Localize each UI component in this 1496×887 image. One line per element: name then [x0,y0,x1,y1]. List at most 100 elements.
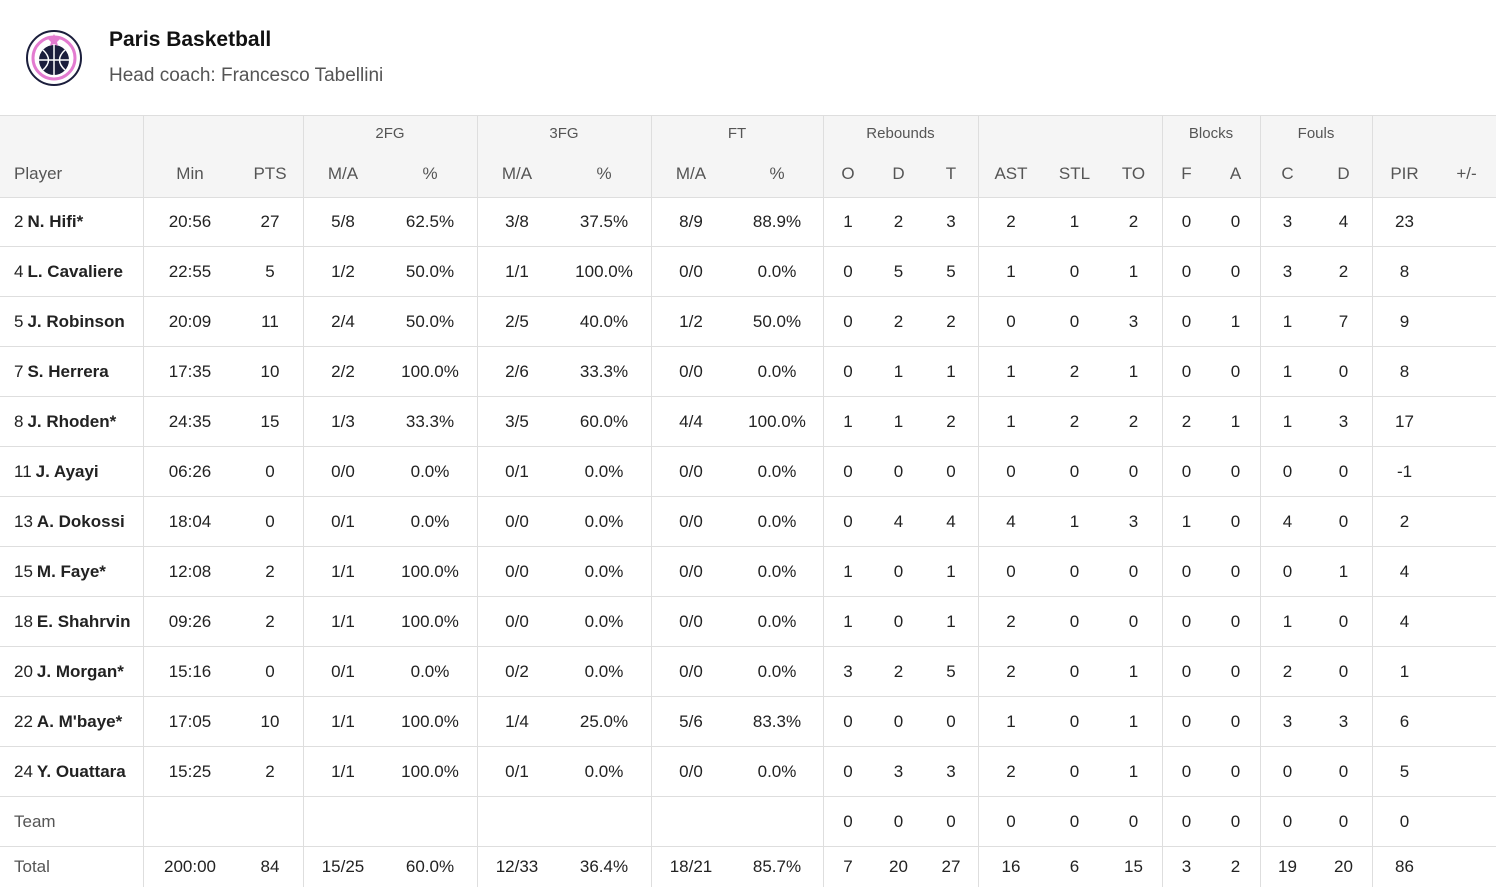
stat-cell: 0 [1230,362,1241,381]
column-header: M/A [327,163,359,183]
stat-cell: 1/2 [331,262,355,281]
stat-cell: 0 [1230,562,1241,581]
stat-cell: 1/1 [505,262,529,281]
stat-cell: 1 [1282,612,1293,631]
stat-cell: 1/4 [505,712,529,731]
stat-cell: 0 [843,512,853,531]
stat-cell: 200:00 [164,857,216,876]
stat-cell: 16 [1001,857,1021,876]
stat-cell: 0 [1338,662,1349,681]
stat-cell: 1 [1282,312,1293,331]
row-divider [0,446,1496,447]
stat-cell: 0.0% [757,762,797,781]
stat-cell: 0 [1069,262,1080,281]
stat-cell: 18:04 [168,512,212,531]
stat-cell: 1/2 [679,312,703,331]
stat-cell: 0.0% [410,512,450,531]
stat-cell: 23 [1395,212,1414,231]
stat-cell: 1 [1006,712,1016,731]
player-cell: 7 S. Herrera [0,347,143,397]
player-number: 15 [14,562,33,581]
row-divider [0,296,1496,297]
stat-cell: 33.3% [579,362,629,381]
stat-cell: 1 [1006,362,1016,381]
stat-cell: 0 [893,812,904,831]
stat-cell: 0/1 [331,512,355,531]
stat-cell: 1 [1069,212,1080,231]
stat-cell: 0.0% [584,512,624,531]
stat-cell: 2 [1282,662,1293,681]
stat-cell: 0 [1282,462,1293,481]
stat-cell: 0 [265,512,275,531]
column-separator [1260,115,1261,887]
stat-cell: 0 [1069,712,1080,731]
stat-cell: 0.0% [410,462,450,481]
column-header: +/- [1456,163,1477,183]
stat-cell: 17:35 [168,362,212,381]
column-separator [978,115,979,887]
row-divider [0,646,1496,647]
team-logo [26,30,82,86]
stat-cell: 0.0% [584,462,624,481]
stat-cell: 3 [1282,212,1293,231]
column-header: Min [176,163,204,183]
stat-cell: 27 [260,212,280,231]
column-group-header: Blocks [1188,125,1234,142]
stat-cell: 1/1 [331,762,355,781]
column-separator [143,115,144,887]
stat-cell: 0 [1181,262,1192,281]
stat-cell: 0/0 [679,562,703,581]
stat-cell: 1 [843,412,853,431]
stat-cell: 0 [1181,362,1192,381]
stat-cell: 0.0% [757,362,797,381]
stat-cell: 4/4 [679,412,703,431]
stat-cell: 5/6 [679,712,703,731]
player-cell: 24 Y. Ouattara [0,747,143,797]
stat-cell: 0 [1181,212,1192,231]
player-name: A. Dokossi [36,512,125,531]
stat-cell: 19 [1278,857,1297,876]
stat-cell: 3/8 [505,212,529,231]
team-name: Paris Basketball [109,28,272,51]
stat-cell: 2 [1069,412,1080,431]
stat-cell: 100.0% [401,362,459,381]
stat-cell: 1 [1006,412,1016,431]
stat-cell: 1 [1128,762,1139,781]
stat-cell: 5 [265,262,275,281]
player-number: 8 [14,412,24,431]
stat-cell: 0.0% [757,562,797,581]
stat-cell: 5 [1399,762,1410,781]
column-header: C [1281,163,1294,183]
stat-cell: 12/33 [495,857,539,876]
stat-cell: 2/4 [331,312,355,331]
stat-cell: 0/1 [331,662,355,681]
stat-cell: 2 [1338,262,1349,281]
stat-cell: 1 [1128,662,1139,681]
column-group-header: 3FG [549,125,579,142]
stat-cell: 1 [843,562,853,581]
stat-cell: 33.3% [405,412,455,431]
row-divider [0,246,1496,247]
stat-cell: 0/1 [505,462,529,481]
stat-cell: 0/0 [679,262,703,281]
stat-cell: 0/0 [505,512,529,531]
stat-cell: 0 [1338,512,1349,531]
player-name: L. Cavaliere [27,262,123,281]
stat-cell: 0 [1181,712,1192,731]
player-name: J. Rhoden* [27,412,117,431]
stat-cell: 1 [1006,262,1016,281]
stat-cell: 3 [1282,262,1293,281]
row-divider [0,396,1496,397]
stat-cell: 1 [843,212,853,231]
stat-cell: 1 [1282,362,1293,381]
stat-cell: 0 [1230,212,1241,231]
stat-cell: 15 [260,412,280,431]
stat-cell: 4 [893,512,904,531]
stat-cell: 3 [1128,512,1139,531]
stat-cell: 100.0% [401,762,459,781]
stat-cell: 0 [1230,612,1241,631]
stat-cell: 15:25 [168,762,212,781]
stat-cell: 11 [261,312,279,331]
